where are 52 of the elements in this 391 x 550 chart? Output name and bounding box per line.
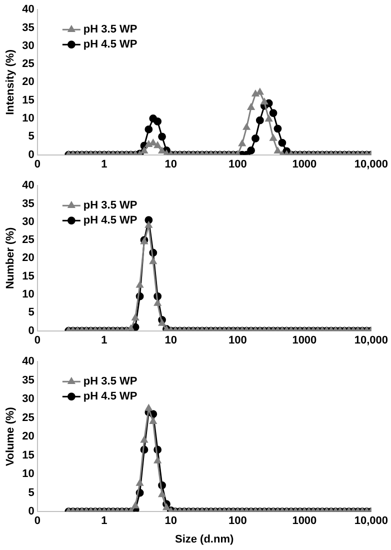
legend-label: pH 4.5 WP xyxy=(83,214,138,227)
x-tick-label: 100 xyxy=(228,515,247,528)
y-tick-label: 15 xyxy=(22,270,34,282)
y-tick-label: 0 xyxy=(28,506,34,518)
y-tick-label: 40 xyxy=(22,180,34,192)
legend-label: pH 3.5 WP xyxy=(83,24,138,36)
y-tick-label: 10 xyxy=(22,288,34,301)
y-tick-label: 40 xyxy=(22,356,34,368)
x-axis-title: Size (d.nm) xyxy=(174,533,234,546)
y-axis-title: Volume (%) xyxy=(4,406,17,466)
x-tick-label: 10,000 xyxy=(354,515,388,528)
x-tick-label: 1000 xyxy=(292,158,317,170)
y-tick-label: 0 xyxy=(28,324,34,337)
x-tick-label: 100 xyxy=(228,334,247,346)
y-tick-label: 20 xyxy=(22,76,34,88)
y-tick-label: 20 xyxy=(22,430,34,443)
x-tick-label: 100 xyxy=(228,158,247,170)
y-tick-label: 20 xyxy=(22,252,34,264)
x-tick-label: 10,000 xyxy=(354,334,388,346)
y-tick-label: 10 xyxy=(22,468,34,480)
y-tick-label: 40 xyxy=(22,4,34,16)
legend-label: pH 3.5 WP xyxy=(83,376,138,388)
y-tick-label: 25 xyxy=(22,412,34,424)
x-tick-label: 1000 xyxy=(292,334,317,346)
legend-label: pH 3.5 WP xyxy=(83,200,138,212)
y-axis-title: Number (%) xyxy=(4,227,17,290)
x-tick-label: 1 xyxy=(101,158,108,170)
y-tick-label: 35 xyxy=(22,22,34,34)
y-tick-label: 35 xyxy=(22,374,34,386)
y-axis-title: Intensity (%) xyxy=(4,49,17,115)
x-tick-label: 10 xyxy=(164,515,178,528)
y-tick-label: 10 xyxy=(22,112,34,125)
y-tick-label: 15 xyxy=(22,94,34,106)
y-tick-label: 30 xyxy=(22,393,34,406)
x-tick-label: 10 xyxy=(164,158,178,170)
y-tick-label: 30 xyxy=(22,216,34,228)
y-tick-label: 25 xyxy=(22,234,34,246)
y-tick-label: 25 xyxy=(22,58,34,70)
legend-label: pH 4.5 WP xyxy=(83,38,138,51)
y-tick-label: 0 xyxy=(28,148,34,161)
y-tick-label: 15 xyxy=(22,449,34,462)
y-tick-label: 5 xyxy=(28,130,34,143)
x-tick-label: 1000 xyxy=(292,515,317,528)
x-tick-label: 1 xyxy=(101,515,108,528)
y-tick-label: 35 xyxy=(22,198,34,210)
y-tick-label: 30 xyxy=(22,40,34,52)
x-tick-label: 10 xyxy=(164,334,178,346)
y-tick-label: 5 xyxy=(28,306,34,319)
x-tick-label: 10,000 xyxy=(354,158,388,170)
x-tick-label: 1 xyxy=(101,334,108,346)
legend-label: pH 4.5 WP xyxy=(83,390,138,403)
y-tick-label: 5 xyxy=(28,486,34,499)
